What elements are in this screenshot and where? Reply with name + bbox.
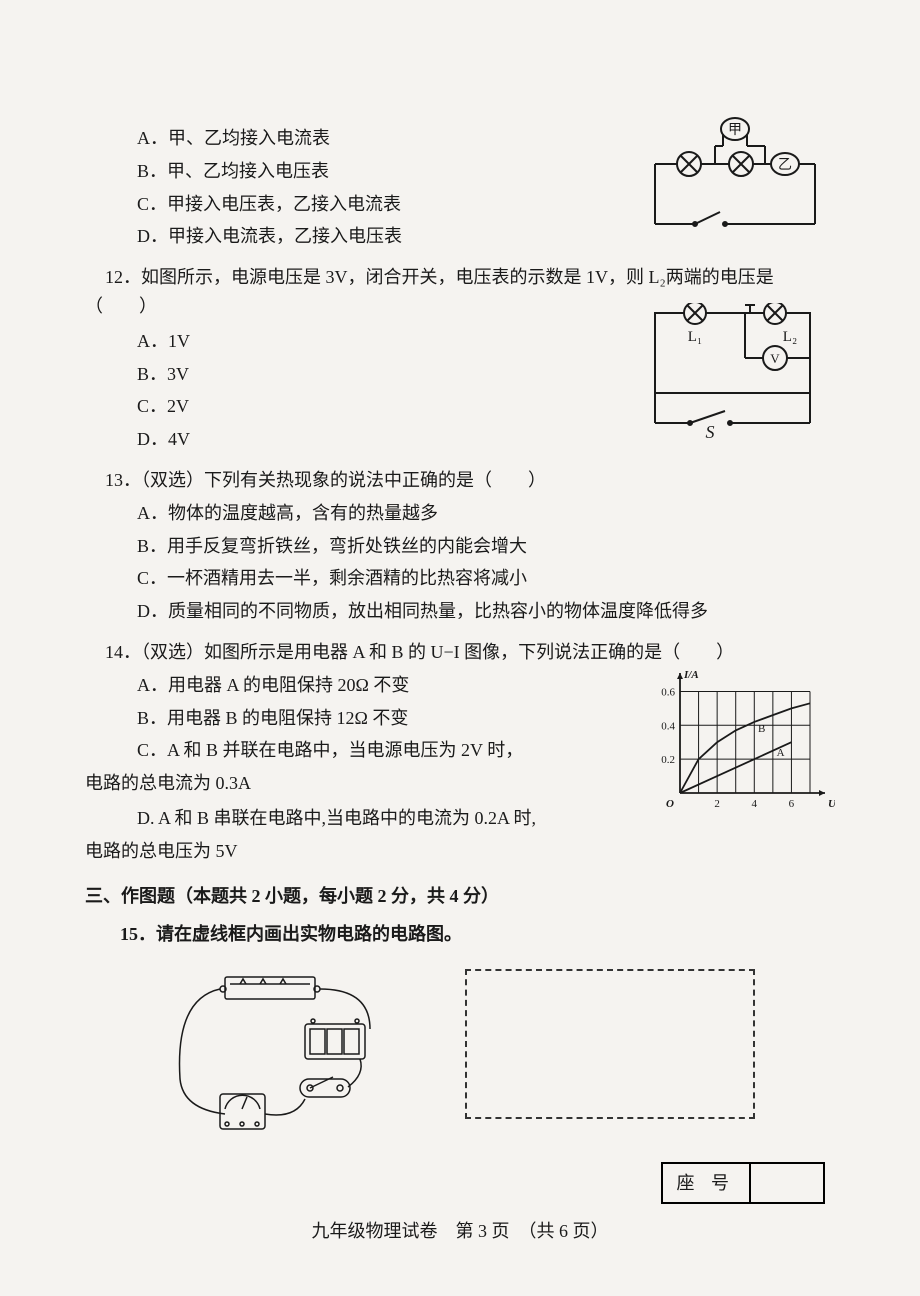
physical-circuit-figure xyxy=(165,969,405,1139)
q13-option-c: C．一杯酒精用去一半，剩余酒精的比热容将减小 xyxy=(85,564,835,593)
question-11: 甲 乙 A．甲、乙均接入电流表 B．甲、乙均接入电压表 C．甲接入电压表，乙接入… xyxy=(85,124,835,251)
svg-text:6: 6 xyxy=(789,798,795,810)
svg-text:I/A: I/A xyxy=(683,669,699,681)
seat-number-box: 座 号 xyxy=(661,1162,826,1204)
svg-text:0.6: 0.6 xyxy=(661,686,675,698)
q13-option-b: B．用手反复弯折铁丝，弯折处铁丝的内能会增大 xyxy=(85,532,835,561)
label-v: V xyxy=(770,351,780,366)
label-jia: 甲 xyxy=(728,123,742,138)
label-l1: L₁ xyxy=(688,329,702,345)
q14-option-d2: 电路的总电压为 5V xyxy=(85,837,835,866)
svg-text:0.4: 0.4 xyxy=(661,720,675,732)
label-s: S xyxy=(706,422,715,442)
q13-option-a: A．物体的温度越高，含有的热量越多 xyxy=(85,499,835,528)
circuit-figure-12: L₁ L₂ V S xyxy=(635,303,835,443)
answer-dashed-box xyxy=(465,969,755,1119)
q13-stem: 13．（双选）下列有关热现象的说法中正确的是（ ） xyxy=(85,466,835,495)
label-l2: L₂ xyxy=(783,329,797,345)
q15-stem: 15．请在虚线框内画出实物电路的电路图。 xyxy=(85,920,835,949)
svg-text:0.2: 0.2 xyxy=(661,754,675,766)
circuit-figure-11: 甲 乙 xyxy=(635,114,835,244)
question-12: 12．如图所示，电源电压是 3V，闭合开关，电压表的示数是 1V，则 L₂两端的… xyxy=(85,263,835,454)
svg-text:2: 2 xyxy=(714,798,720,810)
section-3-heading: 三、作图题（本题共 2 小题，每小题 2 分，共 4 分） xyxy=(85,882,835,911)
svg-text:A: A xyxy=(777,747,785,759)
question-14: 14．（双选）如图所示是用电器 A 和 B 的 U−I 图像，下列说法正确的是（… xyxy=(85,638,835,866)
q15-figure-area xyxy=(85,969,835,1149)
svg-text:B: B xyxy=(758,723,765,735)
page-footer: 九年级物理试卷 第 3 页 （共 6 页） xyxy=(0,1217,920,1246)
label-yi: 乙 xyxy=(778,157,792,173)
seat-value xyxy=(751,1164,823,1202)
q14-stem: 14．（双选）如图所示是用电器 A 和 B 的 U−I 图像，下列说法正确的是（… xyxy=(85,638,835,667)
q12-stem: 12．如图所示，电源电压是 3V，闭合开关，电压表的示数是 1V，则 L₂两端的… xyxy=(85,263,835,292)
svg-text:O: O xyxy=(666,798,674,810)
svg-text:4: 4 xyxy=(752,798,758,810)
seat-label: 座 号 xyxy=(663,1164,752,1202)
ui-chart-14: AB O 2 4 6 0.2 0.4 0.6 U/V I/A xyxy=(645,668,835,818)
svg-text:U/V: U/V xyxy=(828,798,835,810)
question-13: 13．（双选）下列有关热现象的说法中正确的是（ ） A．物体的温度越高，含有的热… xyxy=(85,466,835,626)
q13-option-d: D．质量相同的不同物质，放出相同热量，比热容小的物体温度降低得多 xyxy=(85,597,835,626)
